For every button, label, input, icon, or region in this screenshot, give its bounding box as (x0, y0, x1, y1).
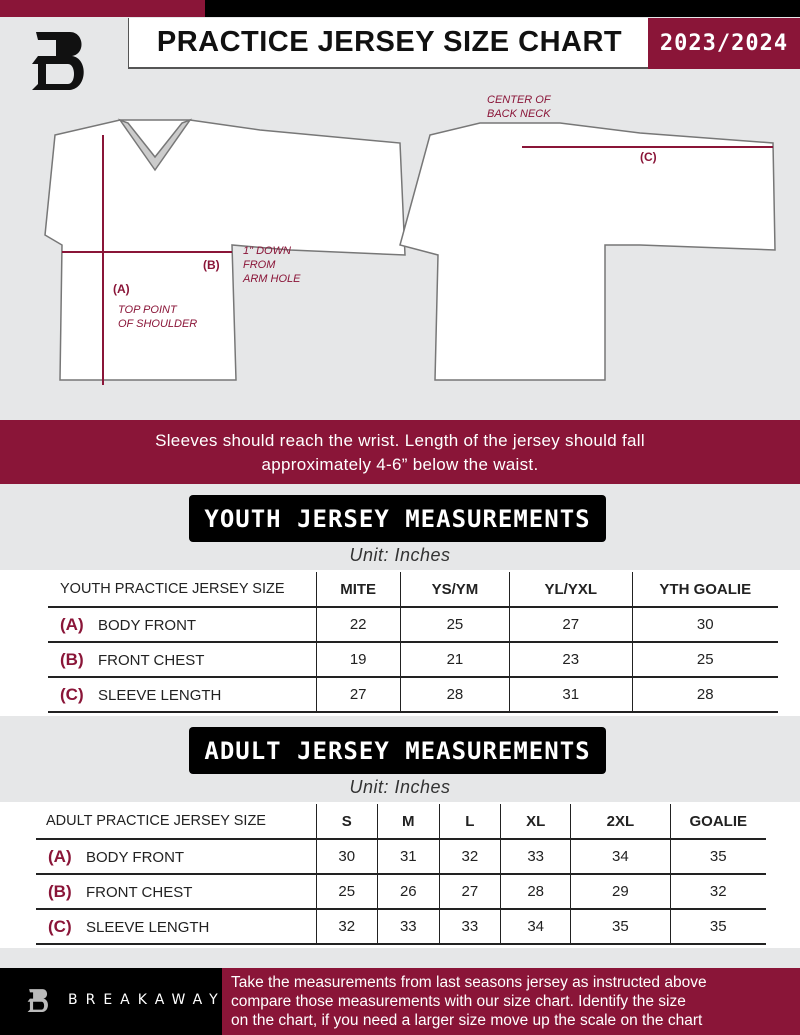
fit-note: Sleeves should reach the wrist. Length o… (0, 420, 800, 484)
table-row: (A) BODY FRONT 30 31 32 33 34 35 (36, 839, 766, 875)
season-badge: 2023/2024 (648, 18, 800, 69)
youth-unit: Unit: Inches (349, 545, 451, 565)
jersey-diagram (44, 118, 776, 385)
label-c: (C) (640, 150, 657, 164)
youth-table: YOUTH PRACTICE JERSEY SIZE MITE YS/YM YL/Y… (48, 572, 778, 713)
arm-hole-note: 1" DOWN FROM ARM HOLE (243, 245, 301, 285)
table-row: (C) SLEEVE LENGTH 27 28 31 28 (48, 677, 778, 713)
adult-title: ADULT JERSEY MEASUREMENTS (189, 727, 606, 774)
footer-logo (27, 989, 48, 1013)
table-row: (B) FRONT CHEST 19 21 23 25 (48, 642, 778, 678)
top-bar-accent (0, 0, 205, 17)
brand-name: BREAKAWAY (68, 992, 226, 1008)
table-row: (B) FRONT CHEST 25 26 27 28 29 32 (36, 874, 766, 910)
top-bar (205, 0, 800, 17)
table-row: (C) SLEEVE LENGTH 32 33 33 34 35 35 (36, 909, 766, 945)
youth-title: YOUTH JERSEY MEASUREMENTS (189, 495, 606, 542)
page-title: PRACTICE JERSEY SIZE CHART (128, 18, 650, 69)
adult-unit: Unit: Inches (349, 777, 451, 797)
adult-table: ADULT PRACTICE JERSEY SIZE S M L XL 2XL GOALI… (36, 804, 766, 945)
table-row: (A) BODY FRONT 22 25 27 30 (48, 607, 778, 643)
footer-message: Take the measurements from last seasons … (222, 968, 800, 1035)
table-header-row: ADULT PRACTICE JERSEY SIZE S M L XL 2XL GOALI… (36, 804, 766, 840)
label-b: (B) (203, 258, 220, 272)
top-point-note: TOP POINT OF SHOULDER (118, 304, 198, 330)
back-neck-note: CENTER OF BACK NECK (487, 94, 551, 120)
table-header-row: YOUTH PRACTICE JERSEY SIZE MITE YS/YM YL/Y… (48, 572, 778, 608)
label-a: (A) (113, 282, 130, 296)
breakaway-logo (32, 32, 84, 90)
